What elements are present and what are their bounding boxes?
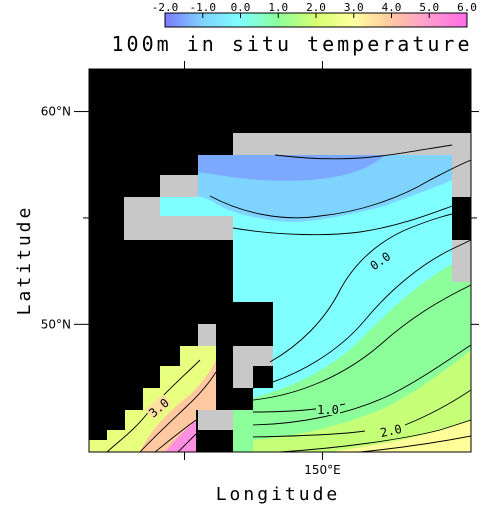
contour-lines: [106, 144, 471, 452]
colorbar-tick-label: 3.0: [344, 1, 364, 14]
temp-region-blue: [198, 155, 385, 181]
y-axis-label: Latitude: [14, 205, 35, 316]
contour-line: [274, 144, 453, 160]
contour-line: [252, 344, 471, 426]
contour-line: [404, 389, 471, 426]
temp-region-yellowgreen: [253, 350, 471, 452]
missing-cell: [233, 133, 471, 155]
contour-line: [359, 435, 471, 452]
contour-line: [252, 430, 366, 438]
land-patch: [216, 388, 233, 410]
chart-title: 100m in situ temperature: [112, 32, 473, 56]
missing-cells: [124, 133, 471, 430]
contour-line: [209, 159, 471, 219]
plot-frame: [88, 68, 472, 453]
contour-line: [252, 284, 471, 401]
land-patch: [452, 197, 471, 240]
missing-cell: [160, 216, 233, 240]
contour-line: [177, 433, 197, 452]
contour-label-1: 1.0: [317, 403, 339, 417]
missing-cell: [198, 324, 216, 346]
colorbar: -2.0 -1.0 0.0 1.0 2.0 3.0 4.0 5.0 6.0: [152, 1, 477, 28]
temp-region-yellow: [330, 420, 471, 452]
temp-region-sw-peach: [140, 360, 216, 452]
colorbar-ticks: -2.0 -1.0 0.0 1.0 2.0 3.0 4.0 5.0 6.0: [152, 1, 477, 18]
x-tick-label: 150°E: [304, 463, 341, 477]
colorbar-tick-label: 2.0: [306, 1, 326, 14]
missing-cell: [160, 175, 198, 197]
contour-line: [269, 209, 471, 363]
colorbar-tick-label: 4.0: [382, 1, 402, 14]
temp-region-sw-pink: [165, 420, 196, 452]
x-axis-label: Longitude: [216, 484, 341, 505]
contour-line: [139, 371, 217, 452]
contour-line: [232, 204, 456, 236]
missing-cell: [198, 410, 233, 430]
colorbar-tick-label: 5.0: [419, 1, 439, 14]
axis-ticks: 150°E 60°N 50°N: [41, 61, 479, 477]
y-tick-label: 60°N: [41, 105, 71, 119]
missing-cell: [233, 366, 253, 388]
colorbar-tick-label: 0.0: [231, 1, 251, 14]
contour-label-2: 2.0: [379, 422, 403, 440]
colorbar-tick-label: -1.0: [190, 1, 217, 14]
missing-cell: [124, 197, 160, 240]
contour-line: [252, 239, 471, 389]
missing-cell: [233, 346, 273, 366]
contour-line: [279, 419, 471, 452]
missing-cell: [452, 155, 471, 197]
colorbar-tick-label: -2.0: [152, 1, 179, 14]
contour-line: [154, 419, 197, 452]
missing-cell: [452, 240, 471, 282]
y-tick-label: 50°N: [41, 317, 71, 331]
colorbar-tick-label: 6.0: [457, 1, 477, 14]
colorbar-tick-label: 1.0: [268, 1, 288, 14]
map-field: 0.0 1.0 2.0 3.0: [89, 69, 471, 452]
